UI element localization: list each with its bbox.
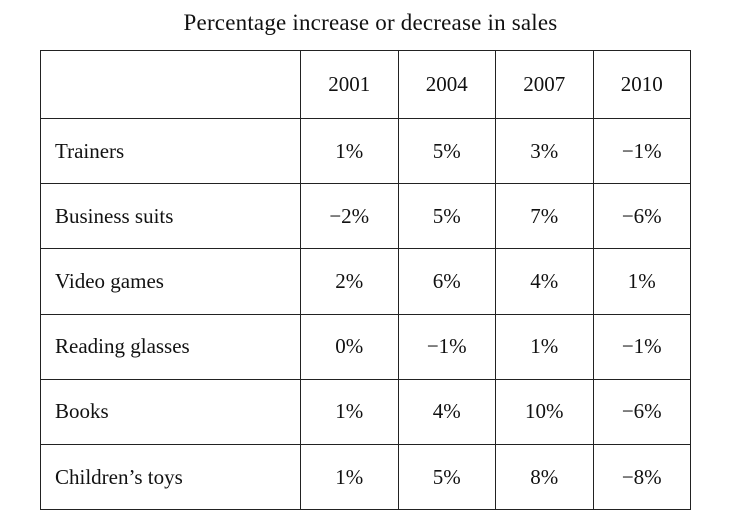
table-cell: −1%	[592, 313, 691, 380]
table-cell: 5%	[397, 443, 496, 511]
header-row: 2001 2004 2007 2010	[40, 50, 691, 119]
row-label: Trainers	[40, 117, 301, 185]
table-cell: 1%	[495, 313, 594, 380]
table-row: Children’s toys 1% 5% 8% −8%	[40, 443, 691, 511]
table-cell: 8%	[495, 443, 594, 511]
row-label: Children’s toys	[40, 443, 301, 511]
table-cell: 2%	[300, 248, 399, 315]
table-cell: 7%	[495, 183, 594, 250]
table-cell: 3%	[495, 117, 594, 185]
table-cell: −8%	[592, 443, 691, 511]
corner-cell	[40, 50, 301, 119]
table-row: Trainers 1% 5% 3% −1%	[40, 117, 691, 185]
table-row: Reading glasses 0% −1% 1% −1%	[40, 313, 691, 380]
row-label: Books	[40, 378, 301, 445]
column-header-2010: 2010	[592, 50, 691, 119]
table-cell: 5%	[397, 183, 496, 250]
table-row: Books 1% 4% 10% −6%	[40, 378, 691, 445]
table-cell: −6%	[592, 378, 691, 445]
table-row: Video games 2% 6% 4% 1%	[40, 248, 691, 315]
row-label: Video games	[40, 248, 301, 315]
column-header-2007: 2007	[495, 50, 594, 119]
table-cell: −1%	[397, 313, 496, 380]
table-cell: 10%	[495, 378, 594, 445]
table-cell: 4%	[495, 248, 594, 315]
table-cell: 0%	[300, 313, 399, 380]
row-label: Reading glasses	[40, 313, 301, 380]
table-cell: 1%	[300, 378, 399, 445]
table-row: Business suits −2% 5% 7% −6%	[40, 183, 691, 250]
table-cell: 4%	[397, 378, 496, 445]
table-cell: 1%	[300, 443, 399, 511]
table-cell: −6%	[592, 183, 691, 250]
table-cell: 6%	[397, 248, 496, 315]
table-cell: −1%	[592, 117, 691, 185]
sales-change-table: 2001 2004 2007 2010 Trainers 1% 5% 3% −1…	[40, 50, 691, 511]
table-cell: 1%	[592, 248, 691, 315]
table-cell: 1%	[300, 117, 399, 185]
column-header-2001: 2001	[300, 50, 399, 119]
table-cell: −2%	[300, 183, 399, 250]
row-label: Business suits	[40, 183, 301, 250]
table-title: Percentage increase or decrease in sales	[183, 10, 558, 35]
column-header-2004: 2004	[397, 50, 496, 119]
table-cell: 5%	[397, 117, 496, 185]
